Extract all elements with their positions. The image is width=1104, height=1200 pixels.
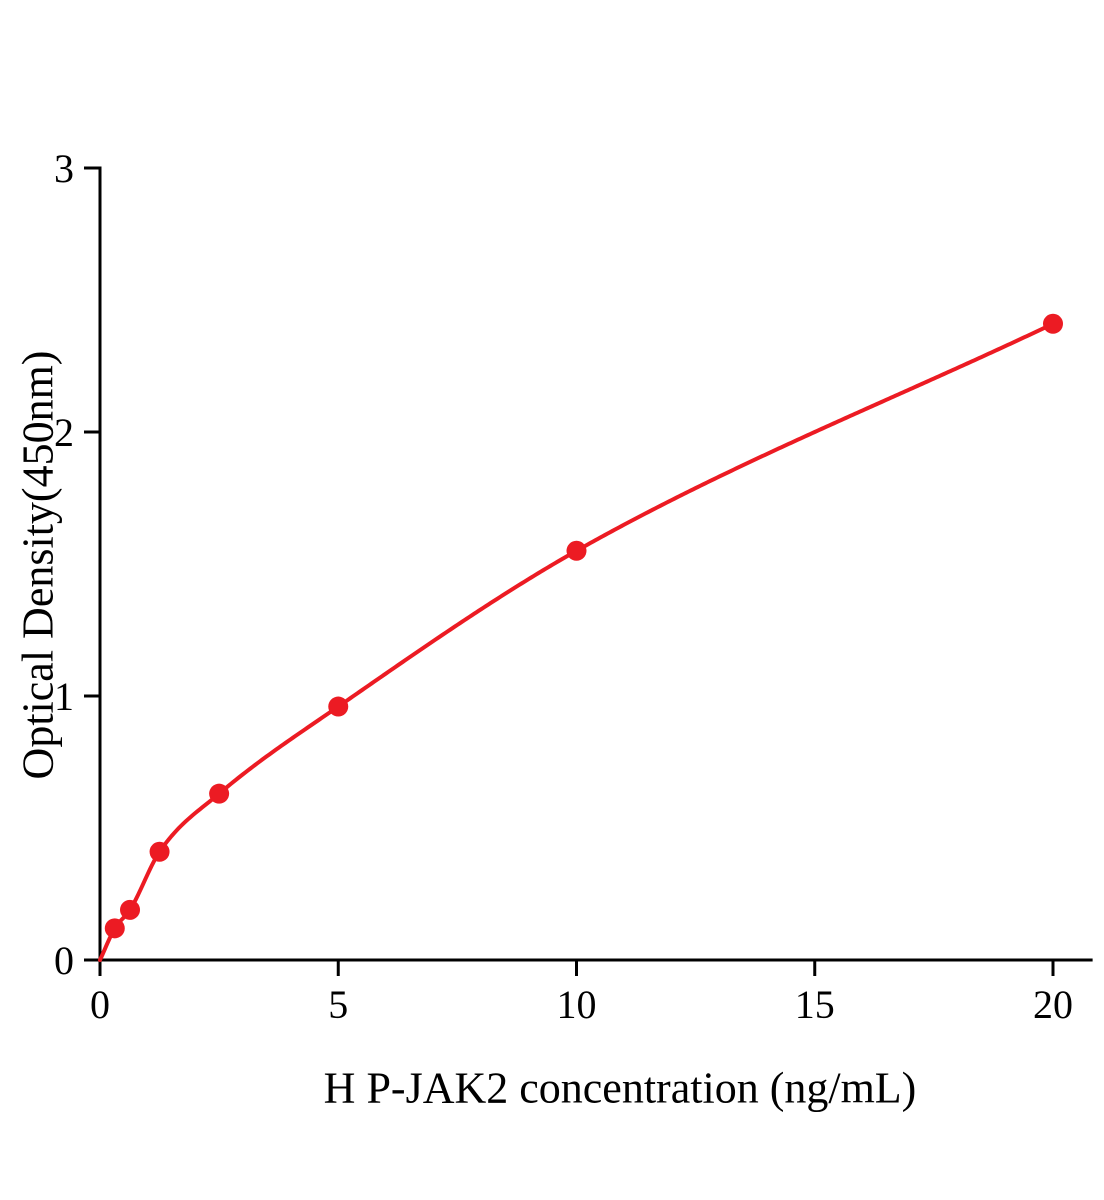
x-axis-title: H P-JAK2 concentration (ng/mL) xyxy=(323,1063,917,1113)
svg-text:20: 20 xyxy=(1033,982,1073,1027)
fitted-curve xyxy=(98,321,1055,962)
data-point-marker xyxy=(104,918,125,939)
tick-labels: 0 5 10 15 20 0 1 2 3 xyxy=(54,146,1073,1027)
svg-text:2: 2 xyxy=(54,410,74,455)
data-point-marker xyxy=(149,841,170,862)
data-point-marker xyxy=(1043,313,1063,334)
svg-text:10: 10 xyxy=(557,982,597,1027)
svg-text:5: 5 xyxy=(328,982,348,1027)
data-points xyxy=(104,313,1063,939)
svg-text:3: 3 xyxy=(54,146,74,191)
svg-text:1: 1 xyxy=(54,674,74,719)
data-point-marker xyxy=(209,783,230,804)
y-axis-title: Optical Density(450nm) xyxy=(13,350,63,780)
data-point-marker xyxy=(566,540,587,561)
svg-text:0: 0 xyxy=(90,982,110,1027)
data-point-marker xyxy=(328,696,349,717)
axis-ticks xyxy=(84,166,1055,976)
svg-text:15: 15 xyxy=(795,982,835,1027)
svg-text:0: 0 xyxy=(54,938,74,983)
axes xyxy=(98,166,1093,962)
data-point-marker xyxy=(120,899,141,920)
